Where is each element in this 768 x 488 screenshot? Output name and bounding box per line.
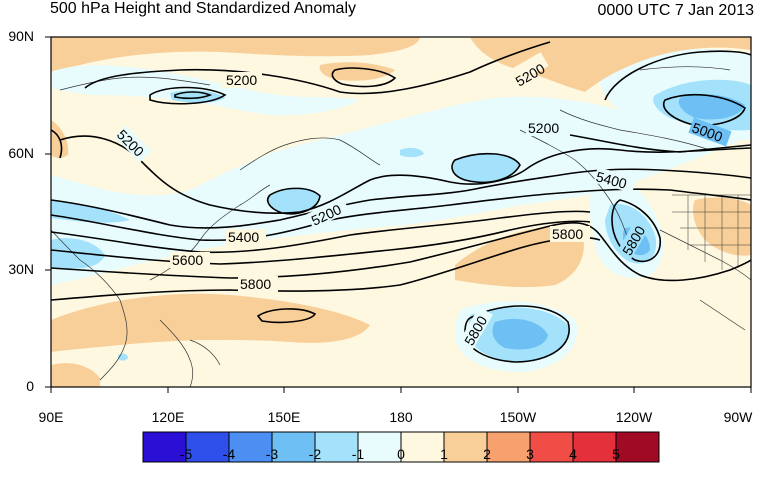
contour-5400-2 (51, 188, 751, 242)
map-title: 500 hPa Height and Standardized Anomaly (50, 0, 356, 17)
svg-text:5400: 5400 (228, 229, 259, 245)
colorbar (142, 431, 660, 463)
contour-5200-main (59, 135, 751, 214)
anomaly-negative-siberia (51, 65, 360, 116)
colorbar-box-1 (142, 431, 187, 463)
axis-ticks (45, 36, 752, 393)
contour-5200-ne-ring (451, 152, 521, 184)
contour-label-5800-a: 5800 (238, 276, 278, 292)
anomaly-positive-equator (51, 363, 100, 387)
colorbar-label-4: 4 (569, 446, 577, 462)
contour-5800-east (611, 199, 661, 262)
colorbar-label-neg1: -1 (351, 446, 365, 462)
lon-label-150e: 150E (267, 409, 301, 425)
svg-text:5600: 5600 (172, 252, 203, 268)
lon-label-150w: 150W (499, 409, 537, 425)
anomaly-negative-mid-4 (452, 153, 520, 182)
contour-5800-tropical (464, 305, 570, 363)
anomaly-positive-arctic (470, 37, 751, 92)
contour-5200-ring (266, 187, 321, 215)
colorbar-label-0: 0 (397, 446, 405, 462)
contour-label-5400-a: 5400 (593, 167, 637, 193)
contour-label-5600: 5600 (170, 252, 210, 268)
contour-label-5800-b: 5800 (550, 226, 590, 242)
colorbar-label-1: 1 (440, 446, 448, 462)
lat-label-0: 0 (26, 378, 34, 394)
colorbar-label-neg4: -4 (222, 446, 236, 462)
lat-label-30n: 30N (8, 261, 34, 277)
contour-5200-northeast (604, 50, 751, 101)
contour-label-5200-d: 5200 (526, 120, 566, 136)
lon-label-120e: 120E (151, 409, 185, 425)
svg-text:5800: 5800 (552, 226, 583, 242)
lat-label-60n: 60N (8, 145, 34, 161)
contour-5800-west (51, 129, 63, 159)
contour-5600-2 (51, 220, 591, 265)
map-datetime: 0000 UTC 7 Jan 2013 (597, 2, 754, 19)
svg-text:5200: 5200 (226, 72, 257, 88)
contour-label-5400-b: 5400 (226, 229, 266, 245)
anomaly-negative-mid-8 (51, 200, 130, 223)
anomaly-negative-mid-9 (400, 147, 424, 158)
contour-5000-arctic (663, 93, 746, 127)
svg-text:5400: 5400 (594, 168, 628, 192)
lon-label-120w: 120W (615, 409, 653, 425)
colorbar-box-8 (443, 431, 488, 463)
contour-label-5200-a: 5200 (222, 72, 262, 88)
colorbar-box-3 (228, 431, 273, 463)
colorbar-label-neg2: -2 (308, 446, 322, 462)
contour-5200-north (84, 41, 551, 95)
contour-5800-1 (51, 221, 751, 282)
colorbar-label-neg3: -3 (265, 446, 279, 462)
lon-label-90e: 90E (38, 409, 64, 425)
colorbar-label-2: 2 (483, 446, 491, 462)
colorbar-box-12 (615, 431, 660, 463)
colorbar-label-5: 5 (612, 446, 620, 462)
lon-label-180: 180 (389, 409, 413, 425)
anomaly-negative-strong-1 (492, 318, 548, 350)
contour-5200-inner (174, 91, 213, 100)
anomaly-positive-nwpac (51, 37, 420, 72)
state-borders (672, 194, 751, 270)
colorbar-box-5 (314, 431, 359, 463)
lat-label-90n: 90N (8, 28, 34, 44)
svg-text:5800: 5800 (240, 276, 271, 292)
contour-5600-1 (51, 210, 591, 254)
lon-label-90w: 90W (723, 409, 753, 425)
colorbar-box-9 (486, 431, 531, 463)
contour-5800-2 (51, 236, 601, 301)
anomaly-negative-mid-5 (268, 187, 320, 213)
colorbar-box-2 (185, 431, 230, 463)
contour-5000-siberia (331, 67, 397, 88)
svg-text:5200: 5200 (528, 120, 559, 136)
anomaly-positive-siberia (319, 62, 395, 81)
colorbar-label-neg5: -5 (179, 446, 193, 462)
contour-5200-low (149, 86, 227, 105)
height-contours (51, 41, 751, 363)
contour-5400-1 (51, 168, 751, 229)
contour-5800-small (256, 308, 317, 324)
colorbar-label-3: 3 (526, 446, 534, 462)
